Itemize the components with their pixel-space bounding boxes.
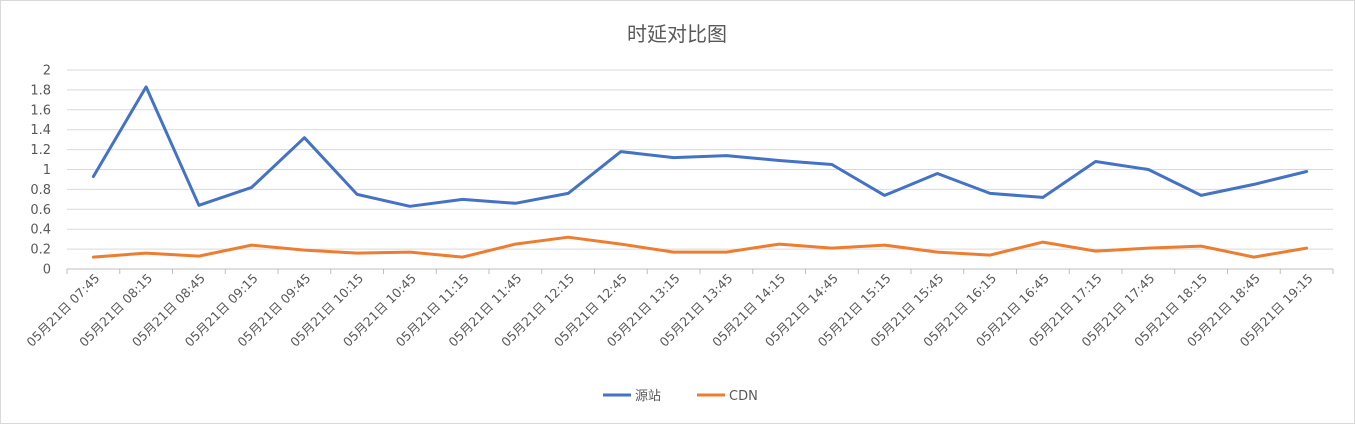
legend-item-1: CDN — [697, 389, 758, 404]
y-tick-label: 1.6 — [30, 103, 51, 118]
series-line-0 — [91, 85, 1309, 208]
legend-label: CDN — [729, 389, 758, 404]
legend: 源站 CDN — [603, 389, 758, 404]
y-tick-label: 0.6 — [30, 203, 51, 218]
y-tick-label: 0.8 — [30, 183, 51, 198]
y-tick-label: 0.4 — [30, 223, 51, 238]
legend-item-0: 源站 — [603, 389, 661, 404]
y-tick-label: 1.8 — [30, 83, 51, 98]
series-line-1 — [91, 235, 1309, 259]
series-lines — [91, 85, 1309, 259]
y-tick-label: 0.2 — [30, 243, 51, 258]
y-tick-label: 1 — [43, 163, 51, 178]
y-axis-ticks: 0 0.2 0.4 0.6 0.8 1 1.2 1.4 1.6 1.8 2 — [30, 64, 51, 278]
y-tick-label: 1.2 — [30, 143, 51, 158]
y-tick-label: 2 — [43, 64, 51, 79]
legend-label: 源站 — [635, 389, 661, 404]
chart-title: 时延对比图 — [627, 22, 727, 46]
y-tick-label: 1.4 — [30, 123, 51, 138]
y-tick-label: 0 — [43, 263, 51, 278]
